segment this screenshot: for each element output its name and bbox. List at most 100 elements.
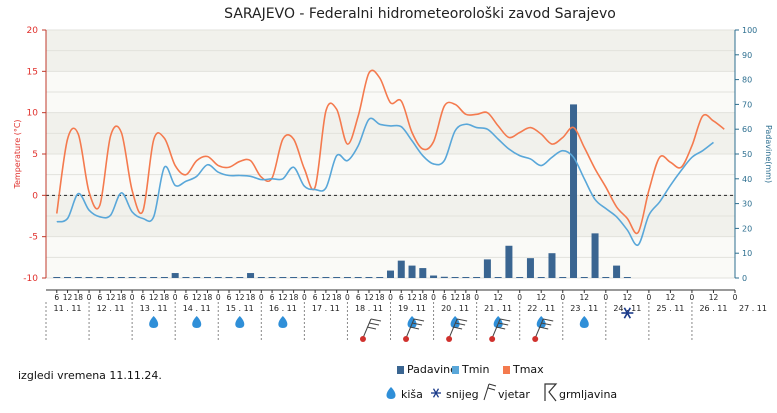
precip-bar <box>300 277 308 278</box>
day-label: 12 . 11 <box>97 304 125 313</box>
hour-label: 6 <box>270 293 275 302</box>
precip-bar <box>203 277 211 278</box>
hour-label: 6 <box>399 293 404 302</box>
hour-label: 18 <box>332 293 342 302</box>
hour-label: 0 <box>733 293 738 302</box>
rain-icon <box>235 316 245 328</box>
left-tick-label: 15 <box>27 67 38 77</box>
hour-label: 18 <box>418 293 428 302</box>
hour-label: 12 <box>666 293 676 302</box>
precip-bar <box>257 277 265 278</box>
hour-label: 6 <box>141 293 146 302</box>
series-line-tmin <box>56 117 714 246</box>
left-tick-label: -5 <box>29 233 38 243</box>
rain-icon <box>536 316 546 328</box>
precip-bar <box>397 260 405 278</box>
legend-label-tmin: Tmin <box>461 363 489 376</box>
wind-icon <box>359 318 382 342</box>
right-tick-label: 30 <box>742 200 752 209</box>
precip-bar <box>74 277 82 278</box>
precip-bar <box>408 265 416 278</box>
precip-bar <box>548 253 556 278</box>
precip-bar <box>570 104 578 279</box>
hour-label: 12 <box>192 293 202 302</box>
hour-label: 0 <box>560 293 565 302</box>
precip-bar <box>462 277 470 278</box>
hour-label: 0 <box>302 293 307 302</box>
hour-label: 0 <box>173 293 178 302</box>
precip-bar <box>494 277 502 278</box>
forecast-note: izgledi vremena 11.11.24. <box>18 369 162 382</box>
hour-label: 18 <box>461 293 471 302</box>
hour-label: 0 <box>517 293 522 302</box>
hour-label: 12 <box>536 293 546 302</box>
day-label: 26 . 11 <box>699 304 727 313</box>
right-tick-label: 80 <box>742 76 752 85</box>
hour-label: 0 <box>603 293 608 302</box>
precip-bar <box>160 277 168 278</box>
right-tick-label: 60 <box>742 125 752 134</box>
right-tick-label: 20 <box>742 224 752 233</box>
day-label: 21 . 11 <box>484 304 512 313</box>
precip-bar <box>451 277 459 278</box>
wind-icon <box>446 318 468 342</box>
rain-icon <box>407 316 417 328</box>
hour-label: 12 <box>450 293 460 302</box>
hour-label: 0 <box>646 293 651 302</box>
precip-bar <box>602 277 610 278</box>
day-label: 25 . 11 <box>656 304 684 313</box>
precip-bar <box>150 277 158 278</box>
precip-bar <box>354 277 362 278</box>
left-tick-label: 10 <box>27 109 39 119</box>
hour-label: 12 <box>580 293 590 302</box>
wind-icon <box>532 318 554 342</box>
precip-bar <box>247 273 255 278</box>
right-tick-label: 90 <box>742 51 752 60</box>
precip-bar <box>311 277 319 278</box>
precip-bar <box>290 277 298 278</box>
precip-bar <box>623 277 631 278</box>
day-label: 20 . 11 <box>441 304 469 313</box>
day-label: 15 . 11 <box>226 304 254 313</box>
right-tick-label: 50 <box>742 150 752 159</box>
legend-swatch-tmax <box>503 366 510 374</box>
hour-label: 6 <box>313 293 318 302</box>
hour-label: 12 <box>493 293 503 302</box>
hour-label: 6 <box>97 293 102 302</box>
series-line-tmax <box>55 69 725 235</box>
precip-bar <box>526 258 534 278</box>
hour-label: 0 <box>388 293 393 302</box>
hour-label: 18 <box>74 293 84 302</box>
day-label: 13 . 11 <box>140 304 168 313</box>
left-axis-label: Temperature (°C) <box>13 119 22 189</box>
rain-icon <box>579 316 589 328</box>
hour-label: 12 <box>321 293 331 302</box>
hour-label: 12 <box>623 293 633 302</box>
right-tick-label: 0 <box>742 274 747 283</box>
precip-bar <box>559 277 567 278</box>
day-label: 22 . 11 <box>527 304 555 313</box>
snow-icon <box>621 307 634 319</box>
legend-icon-label: kiša <box>401 388 423 401</box>
rain-icon <box>192 316 202 328</box>
legend-swatch-padavine <box>397 366 404 374</box>
precip-bar <box>580 277 588 278</box>
precip-bar <box>613 265 621 278</box>
day-label: 17 . 11 <box>312 304 340 313</box>
legend-wind-icon <box>483 383 497 401</box>
legend-icon-label: vjetar <box>498 388 530 401</box>
right-tick-label: 70 <box>742 100 752 109</box>
legend-icon-label: grmljavina <box>559 388 617 401</box>
precip-bar <box>537 277 545 278</box>
hour-label: 6 <box>227 293 232 302</box>
legend-swatch-tmin <box>452 366 459 374</box>
left-tick-label: 20 <box>27 26 39 36</box>
hour-label: 0 <box>259 293 264 302</box>
hour-label: 18 <box>160 293 170 302</box>
legend-icon-label: snijeg <box>446 388 479 401</box>
precip-bar <box>430 275 438 278</box>
precip-bar <box>591 233 599 278</box>
left-tick-label: -10 <box>23 274 38 284</box>
hour-label: 6 <box>54 293 59 302</box>
day-label: 14 . 11 <box>183 304 211 313</box>
